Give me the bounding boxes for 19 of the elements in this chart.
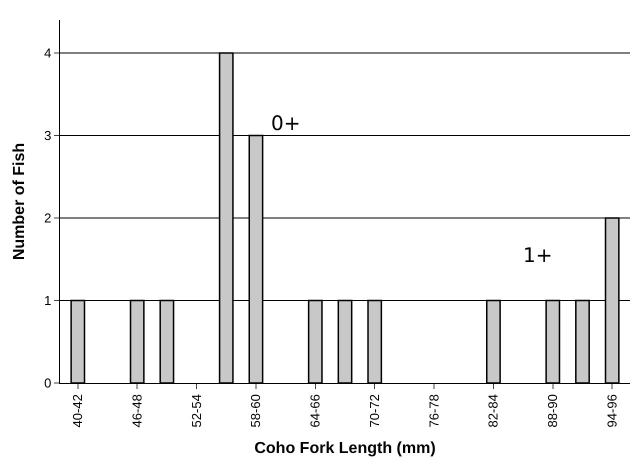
y-tick-label: 4 <box>44 46 52 61</box>
annotation: 1+ <box>523 243 552 267</box>
x-tick-label: 70-72 <box>366 394 382 428</box>
x-tick-label: 40-42 <box>70 394 86 428</box>
annotation: 0+ <box>271 111 300 135</box>
x-tick-label: 52-54 <box>188 394 204 428</box>
y-tick-label: 0 <box>44 376 52 391</box>
x-tick-label: 46-48 <box>129 394 144 428</box>
x-tick-label: 76-78 <box>426 394 442 428</box>
y-axis-title: Number of Fish <box>11 142 28 260</box>
x-tick-label: 82-84 <box>486 394 501 428</box>
y-tick-label: 1 <box>44 293 52 308</box>
x-tick-label: 58-60 <box>248 394 264 428</box>
x-tick-label: 94-96 <box>604 394 620 428</box>
x-tick-label: 64-66 <box>308 394 323 428</box>
x-tick-label: 88-90 <box>545 394 560 428</box>
y-tick-label: 3 <box>44 128 52 144</box>
x-axis-title: Coho Fork Length (mm) <box>254 440 436 458</box>
y-tick-label: 2 <box>44 210 52 226</box>
